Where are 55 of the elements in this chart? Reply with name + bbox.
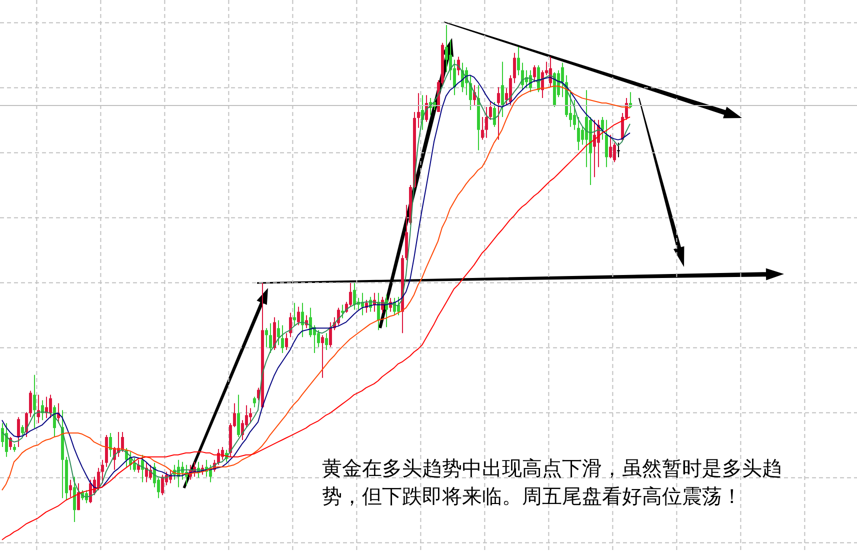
candlestick: [353, 282, 356, 310]
candlestick: [593, 119, 596, 178]
candlestick: [609, 134, 612, 159]
candlestick: [5, 422, 8, 458]
candlestick: [513, 52, 516, 84]
candlestick: [33, 374, 36, 429]
candlestick: [417, 92, 420, 128]
candlestick: [521, 62, 524, 91]
candlestick: [573, 100, 576, 130]
candlestick: [613, 142, 616, 163]
candlestick: [285, 332, 288, 351]
candlestick: [601, 116, 604, 140]
candlestick: [509, 74, 512, 106]
candlestick: [497, 86, 500, 140]
candlestick: [329, 322, 332, 348]
candlestick: [161, 474, 164, 496]
candlestick: [237, 394, 240, 438]
candlestick: [49, 394, 52, 419]
candlestick: [561, 62, 564, 98]
candlestick: [73, 476, 76, 522]
candlestick: [585, 90, 588, 168]
candlestick: [577, 116, 580, 151]
candlestick: [297, 306, 300, 326]
candlestick: [281, 324, 284, 354]
candlestick: [109, 432, 112, 458]
annotation: 黄金在多头趋势中出现高点下滑，虽然暂时是多头趋势，但下跌即将来临。周五尾盘看好高位震荡！: [322, 455, 783, 510]
candlestick: [325, 332, 328, 351]
candlestick: [317, 330, 320, 348]
candlestick: [489, 102, 492, 120]
candlestick: [445, 24, 448, 73]
candlestick: [321, 334, 324, 378]
candlestick: [493, 102, 496, 128]
candlestick: [617, 142, 620, 158]
candlestick: [269, 322, 272, 354]
candlestick: [29, 390, 32, 418]
candlestick: [453, 59, 456, 96]
candlestick: [253, 396, 256, 408]
candlestick: [25, 412, 28, 438]
candlestick: [517, 46, 520, 76]
candlestick: [481, 116, 484, 140]
candlestick: [249, 408, 252, 424]
candlestick: [265, 328, 268, 348]
candlestick: [101, 459, 104, 484]
candlestick: [501, 61, 504, 118]
candlestick: [605, 119, 608, 168]
candlestick: [121, 432, 124, 452]
candlestick: [69, 479, 72, 498]
candlestick: [533, 64, 536, 83]
candlestick: [133, 457, 136, 472]
candlestick: [21, 424, 24, 436]
candlestick: [293, 302, 296, 326]
candlestick: [277, 320, 280, 346]
candlestick: [485, 106, 488, 138]
candlestick: [17, 416, 20, 448]
candlestick: [97, 467, 100, 491]
